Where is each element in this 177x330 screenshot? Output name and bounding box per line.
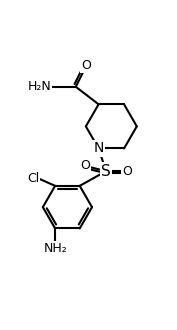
Text: Cl: Cl	[27, 172, 39, 185]
Text: N: N	[93, 142, 104, 155]
Text: O: O	[81, 59, 91, 72]
Text: H₂N: H₂N	[27, 80, 51, 93]
Text: O: O	[80, 159, 90, 172]
Text: NH₂: NH₂	[43, 243, 67, 255]
Text: S: S	[101, 164, 111, 179]
Text: O: O	[122, 165, 132, 178]
